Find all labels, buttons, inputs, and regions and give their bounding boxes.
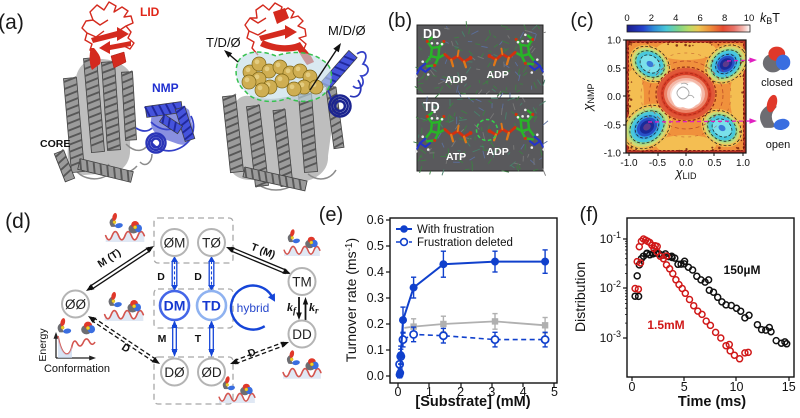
- svg-text:3: 3: [488, 385, 495, 399]
- svg-text:ØM: ØM: [164, 235, 186, 250]
- svg-text:0.6: 0.6: [367, 213, 384, 227]
- svg-text:DØ: DØ: [164, 365, 185, 380]
- svg-text:150µM: 150µM: [724, 263, 761, 277]
- svg-text:0.5: 0.5: [367, 239, 384, 253]
- svg-text:ADP: ADP: [487, 69, 509, 81]
- svg-text:-0.5: -0.5: [649, 158, 667, 169]
- svg-text:M/D/Ø: M/D/Ø: [328, 23, 366, 38]
- svg-text:D: D: [246, 346, 258, 360]
- svg-text:10-3: 10-3: [600, 329, 621, 345]
- svg-text:-1.0: -1.0: [620, 158, 638, 169]
- svg-text:D: D: [119, 341, 132, 355]
- svg-text:M: M: [158, 333, 167, 345]
- svg-text:T/D/Ø: T/D/Ø: [206, 35, 241, 50]
- svg-text:0.5: 0.5: [708, 158, 722, 169]
- svg-text:ATP: ATP: [446, 151, 466, 163]
- svg-text:2: 2: [457, 385, 464, 399]
- svg-text:(a): (a): [0, 11, 24, 34]
- svg-text:χNMP: χNMP: [580, 83, 596, 111]
- svg-text:10-1: 10-1: [600, 230, 621, 246]
- svg-text:kr: kr: [309, 300, 319, 316]
- svg-text:Turnover rate (ms-1): Turnover rate (ms-1): [343, 238, 359, 362]
- svg-text:0.1: 0.1: [367, 343, 384, 357]
- svg-text:0.5: 0.5: [607, 64, 621, 75]
- svg-text:0.2: 0.2: [367, 317, 384, 331]
- svg-text:closed: closed: [761, 77, 793, 89]
- svg-text:DD: DD: [292, 327, 312, 342]
- svg-text:0.0: 0.0: [607, 92, 621, 103]
- svg-text:D: D: [194, 271, 202, 283]
- svg-text:TM: TM: [292, 274, 312, 289]
- svg-text:Energy: Energy: [37, 328, 49, 362]
- svg-text:NMP: NMP: [152, 81, 179, 95]
- svg-text:open: open: [766, 139, 790, 151]
- svg-text:ØØ: ØØ: [65, 297, 87, 312]
- svg-text:5: 5: [681, 380, 688, 394]
- svg-text:0.0: 0.0: [367, 369, 384, 383]
- svg-text:Time (ms): Time (ms): [678, 394, 746, 410]
- svg-text:0: 0: [624, 13, 629, 24]
- svg-text:TD: TD: [202, 298, 221, 314]
- svg-text:ADP: ADP: [487, 146, 509, 158]
- svg-text:0: 0: [629, 380, 636, 394]
- svg-text:CORE: CORE: [40, 138, 70, 150]
- svg-text:0.4: 0.4: [367, 265, 384, 279]
- svg-text:Frustration deleted: Frustration deleted: [417, 237, 513, 249]
- svg-text:Distribution: Distribution: [572, 262, 588, 332]
- svg-text:10: 10: [744, 13, 755, 24]
- svg-text:kf: kf: [287, 300, 297, 316]
- svg-text:D: D: [157, 271, 165, 283]
- svg-text:LID: LID: [140, 5, 160, 19]
- svg-text:kBT: kBT: [760, 11, 780, 26]
- svg-text:With frustration: With frustration: [417, 224, 494, 236]
- svg-text:(f): (f): [580, 204, 599, 226]
- svg-text:4: 4: [673, 13, 678, 24]
- svg-text:10: 10: [730, 380, 744, 394]
- svg-text:ADP: ADP: [445, 74, 467, 86]
- svg-text:0.0: 0.0: [679, 158, 693, 169]
- svg-text:hybrid: hybrid: [237, 301, 270, 315]
- svg-text:-0.5: -0.5: [604, 120, 622, 131]
- svg-text:10-2: 10-2: [600, 279, 621, 295]
- svg-text:4: 4: [520, 385, 527, 399]
- svg-text:-1.0: -1.0: [604, 149, 622, 160]
- svg-text:DD: DD: [423, 27, 441, 41]
- svg-text:5: 5: [551, 385, 558, 399]
- svg-text:ØD: ØD: [201, 365, 222, 380]
- svg-text:(d): (d): [5, 210, 31, 233]
- svg-text:(c): (c): [570, 10, 593, 32]
- svg-text:TØ: TØ: [202, 235, 221, 250]
- svg-text:TD: TD: [423, 100, 440, 114]
- svg-text:Conformation: Conformation: [44, 363, 110, 375]
- svg-text:1.0: 1.0: [607, 36, 621, 47]
- svg-text:1.0: 1.0: [736, 158, 750, 169]
- svg-text:2: 2: [649, 13, 654, 24]
- svg-text:1: 1: [426, 385, 433, 399]
- svg-text:T (M): T (M): [249, 241, 277, 261]
- svg-text:8: 8: [722, 13, 727, 24]
- svg-text:0: 0: [395, 385, 402, 399]
- svg-text:DM: DM: [164, 298, 186, 314]
- svg-text:[Substrate] (mM): [Substrate] (mM): [415, 394, 530, 410]
- svg-text:6: 6: [698, 13, 703, 24]
- svg-text:0.3: 0.3: [367, 291, 384, 305]
- svg-text:T: T: [195, 333, 202, 345]
- svg-text:(b): (b): [388, 10, 412, 32]
- svg-text:15: 15: [782, 380, 796, 394]
- svg-text:1.5mM: 1.5mM: [647, 318, 684, 332]
- svg-text:(e): (e): [319, 204, 343, 226]
